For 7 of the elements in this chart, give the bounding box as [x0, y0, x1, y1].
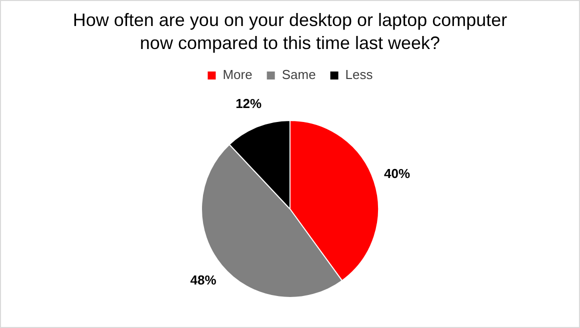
- chart-title: How often are you on your desktop or laptop computer now compared to this time last week?: [72, 9, 508, 55]
- legend-label: Same: [282, 67, 316, 82]
- data-label: 40%: [384, 166, 410, 181]
- legend-label: More: [222, 67, 252, 82]
- data-label: 12%: [236, 96, 262, 111]
- legend-label: Less: [345, 67, 374, 82]
- data-label: 48%: [190, 272, 217, 288]
